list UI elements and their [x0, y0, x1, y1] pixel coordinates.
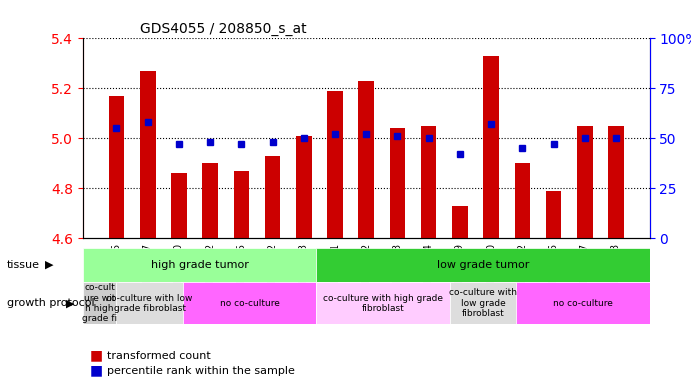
Bar [234, 170, 249, 238]
Text: low grade tumor: low grade tumor [437, 260, 529, 270]
Bar [359, 81, 374, 238]
FancyBboxPatch shape [83, 248, 316, 282]
Text: ■: ■ [90, 363, 103, 377]
Bar [483, 56, 499, 238]
Bar [171, 173, 187, 238]
Bar [296, 136, 312, 238]
FancyBboxPatch shape [316, 248, 650, 282]
Bar [202, 163, 218, 238]
Bar [140, 71, 155, 238]
Text: co-culture with high grade
fibroblast: co-culture with high grade fibroblast [323, 294, 443, 313]
Text: growth protocol: growth protocol [7, 298, 95, 308]
Bar [108, 96, 124, 238]
FancyBboxPatch shape [183, 282, 316, 324]
FancyBboxPatch shape [116, 282, 183, 324]
Text: percentile rank within the sample: percentile rank within the sample [107, 366, 295, 376]
Bar [452, 205, 468, 238]
Text: high grade tumor: high grade tumor [151, 260, 249, 270]
Text: GDS4055 / 208850_s_at: GDS4055 / 208850_s_at [140, 22, 306, 36]
Bar [265, 156, 281, 238]
Text: no co-culture: no co-culture [553, 299, 613, 308]
Bar [421, 126, 437, 238]
Bar [608, 126, 624, 238]
Bar [328, 91, 343, 238]
FancyBboxPatch shape [316, 282, 450, 324]
Bar [546, 190, 561, 238]
Text: co-culture with
low grade
fibroblast: co-culture with low grade fibroblast [449, 288, 517, 318]
Text: co-culture with low
grade fibroblast: co-culture with low grade fibroblast [106, 294, 193, 313]
FancyBboxPatch shape [83, 282, 116, 324]
Bar [577, 126, 593, 238]
FancyBboxPatch shape [516, 282, 650, 324]
FancyBboxPatch shape [450, 282, 516, 324]
Text: ▶: ▶ [66, 298, 74, 308]
Text: transformed count: transformed count [107, 351, 211, 361]
Text: tissue: tissue [7, 260, 40, 270]
Bar [390, 128, 405, 238]
Text: ▶: ▶ [45, 260, 53, 270]
Text: co-cult
ure wit
h high
grade fi: co-cult ure wit h high grade fi [82, 283, 117, 323]
Text: no co-culture: no co-culture [220, 299, 280, 308]
Text: ■: ■ [90, 348, 103, 362]
Bar [515, 163, 530, 238]
